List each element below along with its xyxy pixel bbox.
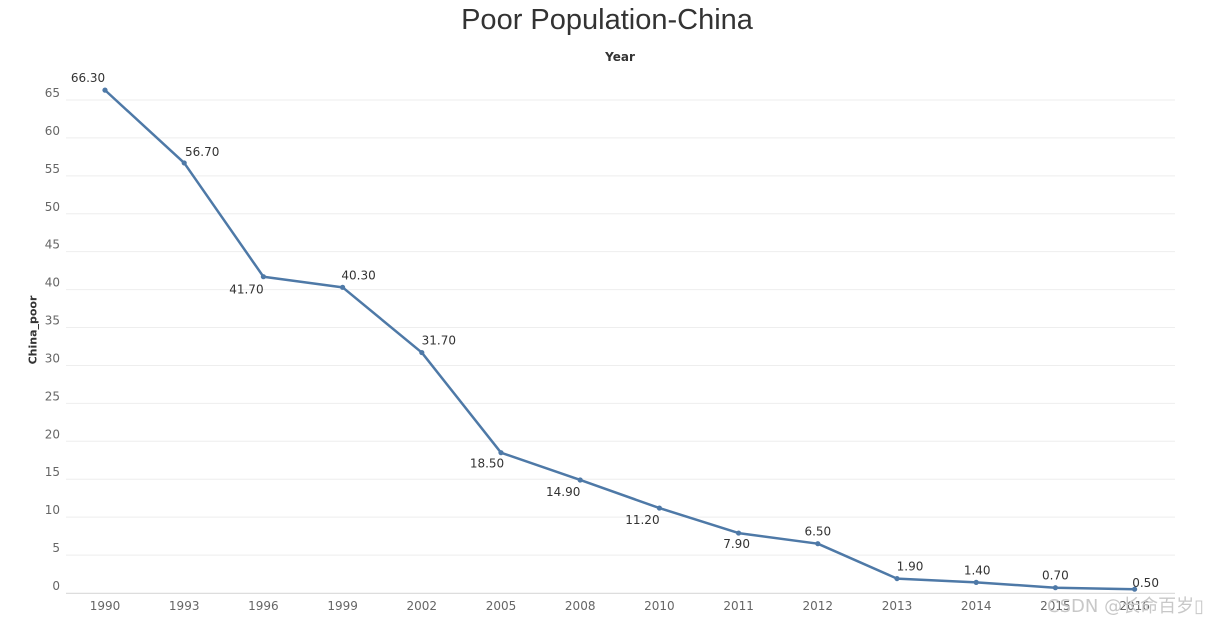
x-tick-label: 1999 [327, 599, 358, 613]
y-tick-label: 10 [45, 503, 60, 517]
data-label: 6.50 [804, 525, 831, 539]
data-point [260, 274, 266, 280]
y-tick-label: 50 [45, 200, 60, 214]
x-tick-label: 2002 [407, 599, 438, 613]
gridlines [66, 99, 1175, 594]
data-label: 1.90 [897, 560, 924, 574]
data-point [102, 87, 108, 93]
x-tick-label: 2013 [882, 599, 913, 613]
data-point [1052, 585, 1058, 591]
data-label: 66.30 [71, 71, 105, 85]
data-point [181, 160, 187, 166]
data-label: 31.70 [422, 334, 456, 348]
data-label: 40.30 [341, 268, 375, 282]
watermark: CSDN @长命百岁▯ [1047, 596, 1204, 617]
series-line-path [104, 89, 1135, 591]
x-tick-label: 2015 [1040, 599, 1071, 613]
data-point [1132, 586, 1138, 592]
data-labels: 66.30 56.70 41.70 40.30 31.70 18.50 14.90 11.20… [71, 71, 1159, 590]
data-point [656, 505, 663, 511]
y-tick-label: 55 [45, 162, 60, 176]
x-tick-label: 2011 [723, 599, 754, 613]
x-tick-labels: 1990 1993 1996 1999 2002 2005 2008 2010 2011 2012… [90, 599, 1150, 613]
data-label: 14.90 [546, 485, 580, 499]
x-axis-header: Year [605, 50, 635, 64]
y-tick-label: 20 [45, 427, 60, 441]
y-tick-label: 0 [52, 579, 60, 593]
y-tick-label: 60 [45, 124, 60, 138]
y-tick-label: 25 [45, 389, 60, 403]
series-line [104, 89, 1135, 591]
data-points [102, 87, 1138, 592]
data-label: 56.70 [185, 145, 219, 159]
data-label: 0.70 [1042, 569, 1069, 583]
y-tick-label: 45 [45, 238, 60, 252]
y-tick-labels: 0 5 10 15 20 25 30 35 40 45 50 55 60 65 [45, 86, 60, 593]
data-label: 1.40 [964, 563, 991, 577]
x-tick-label: 2014 [961, 599, 992, 613]
data-point [894, 575, 900, 582]
chart-title: Poor Population-China [461, 4, 753, 36]
x-tick-label: 1990 [90, 599, 121, 613]
x-tick-label: 2016 [1119, 599, 1150, 613]
y-tick-label: 40 [45, 276, 60, 290]
data-label: 18.50 [470, 457, 504, 471]
x-tick-label: 2010 [644, 599, 675, 613]
data-point [419, 349, 425, 356]
x-tick-label: 2005 [486, 599, 517, 613]
x-tick-label: 1996 [248, 599, 279, 613]
data-point [498, 450, 504, 456]
y-tick-label: 30 [45, 351, 60, 365]
x-tick-label: 2012 [803, 599, 834, 613]
data-point [736, 530, 742, 536]
data-label: 11.20 [625, 513, 659, 527]
data-point [340, 284, 346, 290]
data-label: 0.50 [1132, 576, 1159, 590]
y-tick-label: 5 [52, 541, 60, 555]
data-label: 7.90 [723, 537, 750, 551]
y-tick-label: 65 [45, 86, 60, 100]
y-tick-label: 15 [45, 465, 60, 479]
data-point [577, 477, 583, 483]
x-tick-label: 1993 [169, 599, 200, 613]
data-point [815, 541, 821, 547]
x-tick-label: 2008 [565, 599, 596, 613]
data-point [973, 579, 979, 585]
data-label: 41.70 [229, 283, 263, 297]
y-tick-label: 35 [45, 314, 60, 328]
